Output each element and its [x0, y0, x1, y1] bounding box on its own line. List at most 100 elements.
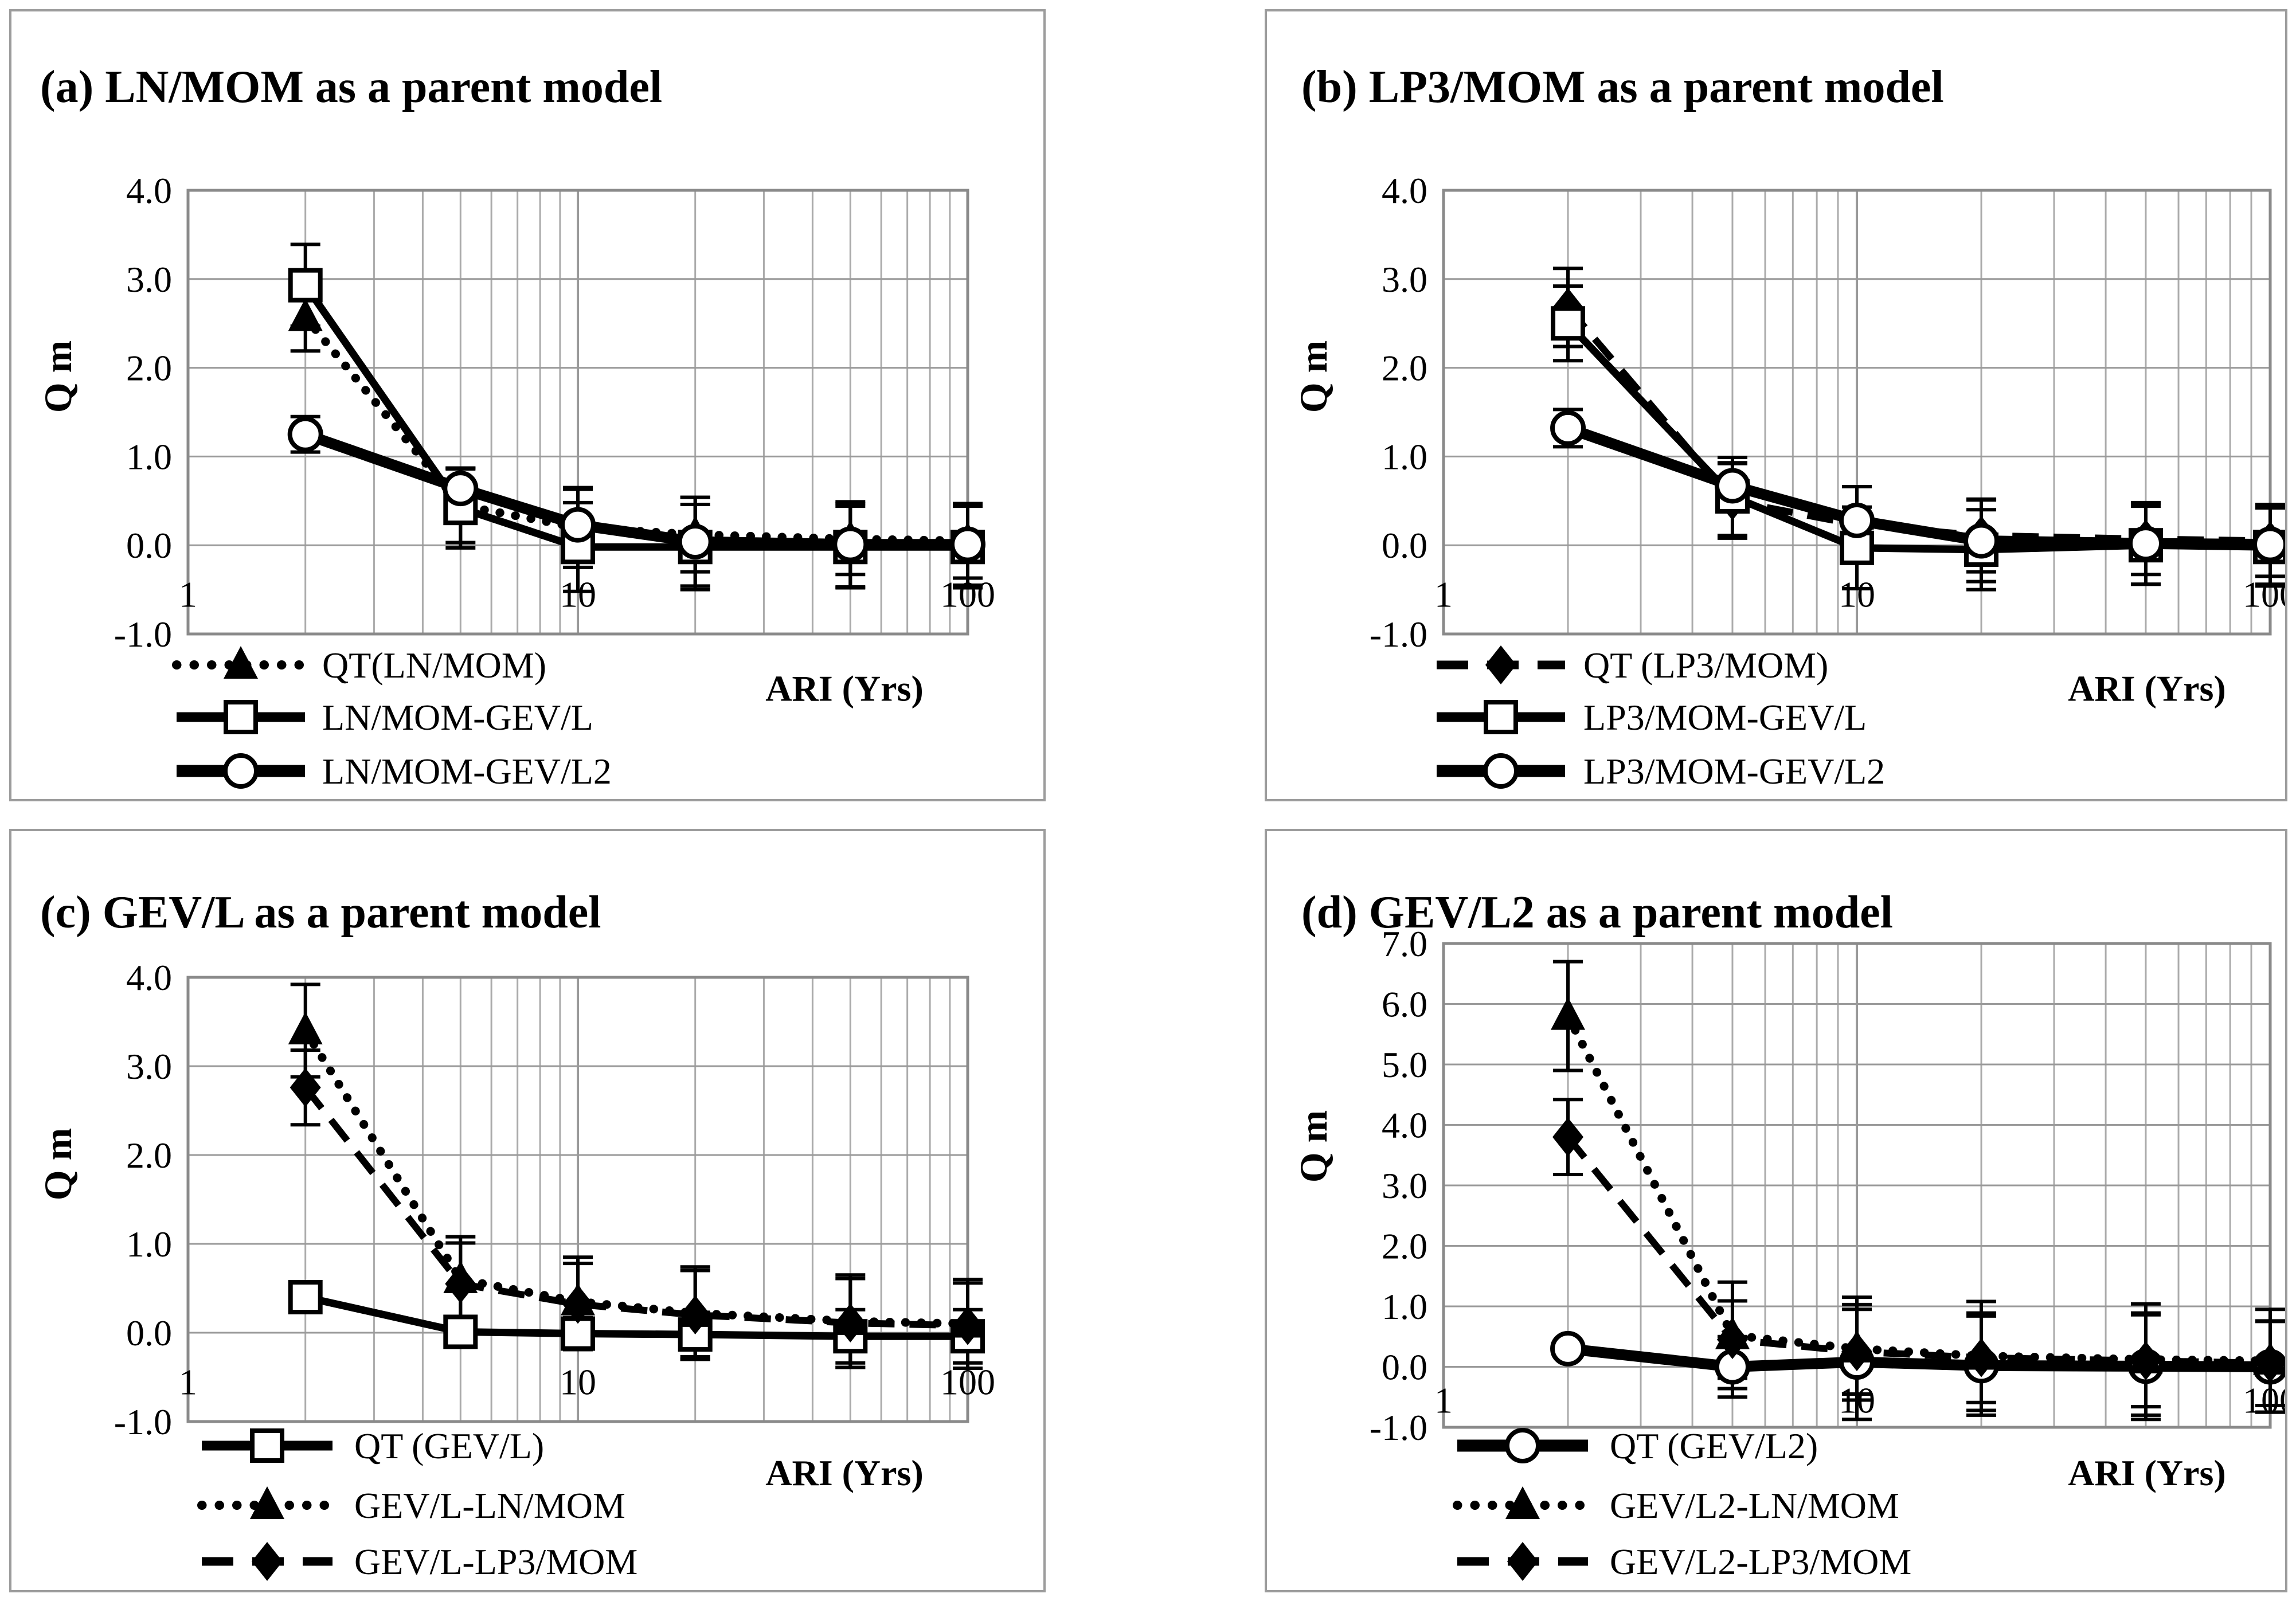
y-tick-label: 2.0 [126, 1135, 172, 1176]
diamond-marker [252, 1542, 283, 1581]
diamond-marker [952, 1306, 983, 1345]
x-tick-label: 10 [1839, 574, 1875, 614]
y-tick-label: 0.0 [1382, 525, 1427, 566]
legend-label: QT (LP3/MOM) [1583, 645, 1828, 686]
x-tick-label: 10 [560, 574, 596, 614]
legend-entry: LP3/MOM-GEV/L2 [1437, 751, 1885, 792]
plot-frame [186, 976, 969, 1423]
series-line [302, 283, 968, 551]
y-tick-label: 1.0 [126, 436, 172, 477]
chart-a: 4.0 3.0 2.0 1.0 0.0 -1.01 10 100 (a) LN/MOM as a… [36, 62, 995, 792]
series-line [1565, 1134, 2271, 1367]
diamond-marker [835, 1303, 866, 1342]
panel-a: 4.0 3.0 2.0 1.0 0.0 -1.0 1 10 100 (a) LN/MOM as a… [9, 9, 1046, 801]
diamond-marker [1716, 1320, 1748, 1360]
square-marker [443, 1314, 478, 1349]
x-tick-label: 10 [560, 1361, 596, 1402]
chart-title: (d) GEV/L2 as a parent model [1301, 887, 1893, 938]
y-tick-label: 1.0 [1382, 436, 1427, 477]
y-tick-label: -1.0 [1370, 614, 1427, 655]
circle-marker [950, 526, 985, 562]
y-tick-label: 2.0 [1382, 1226, 1427, 1267]
chart-title: (b) LP3/MOM as a parent model [1301, 62, 1944, 112]
plot-frame [1442, 189, 2272, 636]
x-tick-label: 1 [179, 574, 197, 614]
error-bars [1553, 960, 2285, 1422]
chart-d: 7.0 6.0 5.0 4.0 3.0 2.0 1.0 0.0 -1.01 10 100 (d) GE… [1292, 887, 2285, 1582]
circle-marker [677, 524, 713, 560]
legend: QT (LP3/MOM) LP3/MOM-GEV/L LP3/MOM-GEV/L2 [1437, 645, 1885, 792]
x-tick-label: 1 [179, 1361, 197, 1402]
plot-frame [186, 189, 969, 636]
x-axis-title: ARI (Yrs) [2068, 1453, 2226, 1493]
legend: QT(LN/MOM) LN/MOM-GEV/L LN/MOM-GEV/L2 [172, 645, 612, 792]
y-tick-label: 7.0 [1382, 923, 1427, 964]
circle-marker [287, 416, 323, 452]
triangle-marker [288, 298, 323, 331]
series-line [303, 429, 968, 550]
y-tick-label: -1.0 [114, 1401, 172, 1442]
x-axis-title: ARI (Yrs) [765, 1453, 924, 1493]
circle-marker [1550, 1330, 1586, 1367]
legend-label: QT (GEV/L2) [1610, 1426, 1818, 1466]
chart-c: 4.0 3.0 2.0 1.0 0.0 -1.01 10 100 (c) GEV/L as a … [36, 887, 995, 1582]
diamond-marker [2255, 1344, 2285, 1383]
legend-entry: LN/MOM-GEV/L [177, 697, 593, 738]
diamond-marker [1966, 1338, 1997, 1377]
series-line [302, 1085, 968, 1329]
panel-c: 4.0 3.0 2.0 1.0 0.0 -1.0 1 10 100 (c) GEV/L as a … [9, 829, 1046, 1592]
y-tick-label: 2.0 [126, 348, 172, 389]
y-tick-label: -1.0 [114, 614, 172, 655]
legend-entry: GEV/L-LN/MOM [197, 1485, 625, 1526]
circle-marker [443, 471, 479, 507]
square-marker [224, 700, 258, 734]
diamond-marker [1552, 1117, 1584, 1157]
legend-label: LN/MOM-GEV/L2 [322, 751, 612, 792]
diamond-marker [290, 1068, 321, 1107]
x-tick-label: 1 [1434, 1380, 1453, 1421]
circle-marker [1839, 502, 1875, 538]
legend-entry: GEV/L2-LP3/MOM [1457, 1541, 1911, 1582]
circle-marker [2252, 526, 2285, 562]
series-line [1567, 1343, 2271, 1372]
y-tick-label: 3.0 [1382, 1165, 1427, 1206]
legend-entry: QT (GEV/L2) [1457, 1426, 1818, 1466]
x-tick-label: 100 [940, 574, 995, 614]
y-tick-label: 4.0 [126, 170, 172, 211]
y-tick-label: 0.0 [1382, 1347, 1427, 1388]
series-line [1566, 422, 2271, 550]
y-tick-label: 4.0 [126, 957, 172, 998]
triangle-marker [224, 646, 258, 679]
panel-b: 4.0 3.0 2.0 1.0 0.0 -1.01 10 100 (b) LP3/MOM as … [1265, 9, 2287, 801]
triangle-marker [250, 1486, 284, 1519]
x-tick-label: 1 [1434, 574, 1453, 614]
legend-label: GEV/L-LN/MOM [354, 1485, 625, 1526]
diamond-marker [1485, 645, 1516, 684]
diamond-marker [679, 1295, 711, 1334]
circle-marker [2127, 526, 2164, 562]
series-line [1565, 320, 2271, 554]
circle-marker [1505, 1428, 1540, 1463]
y-tick-label: 2.0 [1382, 348, 1427, 389]
plot-frame [1442, 942, 2272, 1429]
legend-entry: QT (LP3/MOM) [1437, 645, 1828, 686]
series-line [1565, 305, 2271, 545]
y-tick-label: 0.0 [126, 1313, 172, 1353]
legend-label: LN/MOM-GEV/L [322, 697, 593, 738]
chart-b: 4.0 3.0 2.0 1.0 0.0 -1.01 10 100 (b) LP3/MOM as … [1292, 62, 2285, 792]
y-tick-label: 0.0 [126, 525, 172, 566]
circle-marker [832, 526, 869, 562]
legend: QT (GEV/L) GEV/L-LN/MOM GEV/L-LP3/MOM [197, 1426, 637, 1582]
legend: QT (GEV/L2) GEV/L2-LN/MOM GEV/L2-LP3/MOM [1453, 1426, 1911, 1582]
triangle-marker [288, 1012, 323, 1044]
series-line [304, 1293, 968, 1340]
x-axis-title: ARI (Yrs) [765, 668, 924, 709]
square-marker [1551, 306, 1586, 341]
legend-entry: GEV/L2-LN/MOM [1453, 1485, 1899, 1526]
legend-entry: GEV/L-LP3/MOM [202, 1541, 637, 1582]
y-tick-label: 3.0 [126, 259, 172, 300]
legend-label: GEV/L2-LP3/MOM [1610, 1541, 1911, 1582]
panel-d: 7.0 6.0 5.0 4.0 3.0 2.0 1.0 0.0 -1.01 10 100 (d) GE… [1265, 829, 2287, 1592]
legend-label: LP3/MOM-GEV/L2 [1583, 751, 1885, 792]
y-axis-title: Q m [1292, 1110, 1335, 1183]
